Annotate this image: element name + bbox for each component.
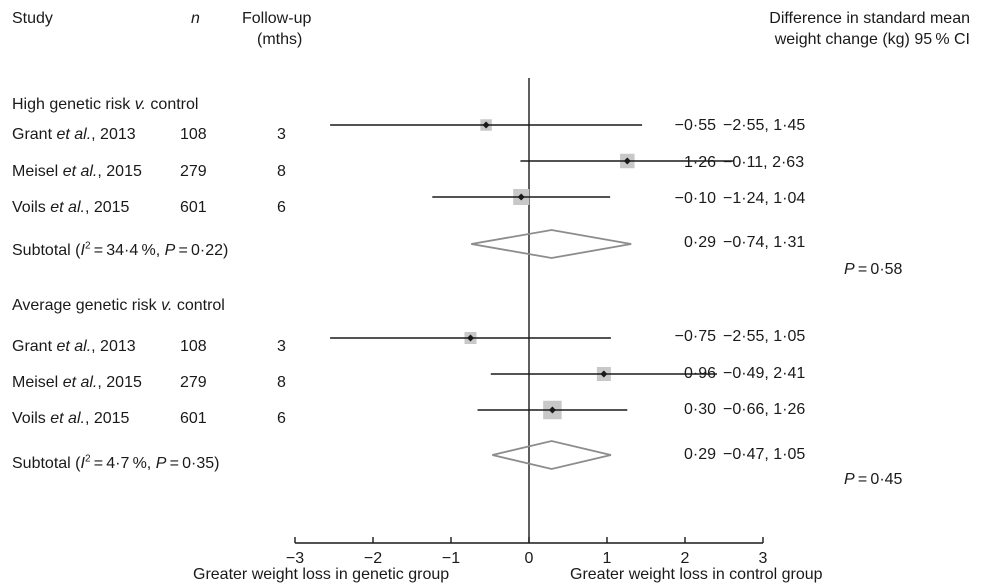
study-n: 108 — [180, 126, 207, 143]
point-estimate — [548, 406, 556, 414]
study-n: 279 — [180, 374, 207, 391]
subtotal-ci: −0·74, 1·31 — [723, 234, 806, 251]
header-n: n — [191, 10, 200, 27]
point-estimate — [482, 121, 490, 129]
x-tick-label: 2 — [681, 550, 690, 567]
subtotal-estimate: 0·29 — [683, 234, 716, 251]
study-ci: −2·55, 1·45 — [723, 117, 806, 134]
subtotal-label: Subtotal (I2 = 4·7 %, P = 0·35) — [12, 453, 220, 472]
study-label: Grant et al., 2013 — [12, 338, 136, 355]
header-followup-unit: (mths) — [257, 31, 303, 48]
study-followup: 6 — [277, 199, 286, 216]
study-followup: 6 — [277, 410, 286, 427]
study-estimate: −0·75 — [674, 328, 716, 345]
point-estimate — [623, 157, 631, 165]
study-followup: 3 — [277, 126, 286, 143]
x-tick-label: −3 — [286, 550, 304, 567]
x-tick-label: 0 — [525, 550, 534, 567]
header-effect-unit: weight change (kg) 95 % CI — [774, 31, 970, 48]
subtotal-pvalue: P = 0·58 — [844, 261, 903, 278]
study-n: 601 — [180, 410, 207, 427]
point-estimate — [467, 334, 474, 342]
study-followup: 8 — [277, 163, 286, 180]
x-tick-label: −1 — [442, 550, 460, 567]
x-tick-label: 3 — [759, 550, 768, 567]
study-label: Meisel et al., 2015 — [12, 374, 142, 391]
study-label: Voils et al., 2015 — [12, 199, 130, 216]
study-ci: −1·24, 1·04 — [723, 190, 806, 207]
study-estimate: −0·55 — [674, 117, 716, 134]
subtotal-estimate: 0·29 — [683, 446, 716, 463]
subtotal-pvalue: P = 0·45 — [844, 471, 903, 488]
subtotal-diamond — [471, 229, 632, 259]
study-label: Voils et al., 2015 — [12, 410, 130, 427]
right-direction-label: Greater weight loss in control group — [570, 566, 823, 583]
x-tick-label: −2 — [364, 550, 382, 567]
study-n: 108 — [180, 338, 207, 355]
study-estimate: 0·96 — [683, 365, 716, 382]
study-ci: −2·55, 1·05 — [723, 328, 806, 345]
group-title: Average genetic risk v. control — [12, 297, 225, 314]
point-estimate — [517, 193, 525, 201]
header-effect: Difference in standard mean — [769, 10, 970, 27]
study-label: Meisel et al., 2015 — [12, 163, 142, 180]
study-followup: 3 — [277, 338, 286, 355]
header-study: Study — [12, 10, 53, 27]
header-followup: Follow-up — [242, 10, 312, 27]
study-label: Grant et al., 2013 — [12, 126, 136, 143]
study-ci: −0·66, 1·26 — [723, 401, 806, 418]
subtotal-ci: −0·47, 1·05 — [723, 446, 806, 463]
study-n: 279 — [180, 163, 207, 180]
study-ci: −0·11, 2·63 — [723, 154, 805, 171]
study-n: 601 — [180, 199, 207, 216]
study-ci: −0·49, 2·41 — [723, 365, 806, 382]
x-tick-label: 1 — [603, 550, 612, 567]
study-estimate: −0·10 — [674, 190, 716, 207]
study-estimate: 0·30 — [683, 401, 716, 418]
group-title: High genetic risk v. control — [12, 96, 199, 113]
point-estimate — [600, 370, 608, 378]
subtotal-label: Subtotal (I2 = 34·4 %, P = 0·22) — [12, 240, 229, 259]
subtotal-diamond — [492, 440, 612, 470]
study-estimate: 1·26 — [683, 154, 716, 171]
study-followup: 8 — [277, 374, 286, 391]
left-direction-label: Greater weight loss in genetic group — [193, 566, 450, 583]
